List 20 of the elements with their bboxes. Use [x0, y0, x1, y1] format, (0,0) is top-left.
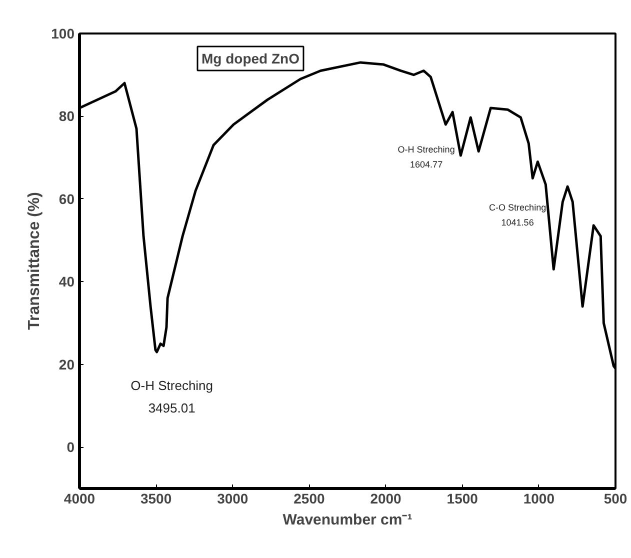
x-axis-title: Wavenumber cm⁻¹ [282, 512, 412, 528]
x-tick-label: 4000 [64, 490, 96, 506]
x-tick-label: 3000 [217, 490, 248, 506]
x-tick-label: 2500 [294, 490, 325, 506]
x-tick-label: 1000 [523, 490, 555, 506]
x-tick-label: 500 [604, 490, 628, 506]
y-tick-label: 60 [58, 190, 75, 207]
y-tick-label: 80 [58, 108, 75, 124]
y-tick-label: 100 [51, 26, 75, 42]
y-axis-title: Transmittance (%) [26, 192, 44, 330]
x-tick-label: 2000 [370, 490, 402, 506]
x-tick-label: 1500 [446, 490, 478, 506]
x-tick-label: 3500 [140, 490, 172, 506]
annotation: O-H Streching 3495.01 [130, 378, 214, 416]
y-tick-label: 20 [58, 356, 75, 372]
annotation: O-H Streching 1604.77 [398, 144, 455, 170]
annotation: C-O Streching 1041.56 [489, 202, 546, 228]
text: Mg doped ZnO [202, 50, 300, 66]
y-tick-label: 0 [66, 439, 75, 456]
y-tick-label: 40 [58, 274, 75, 290]
